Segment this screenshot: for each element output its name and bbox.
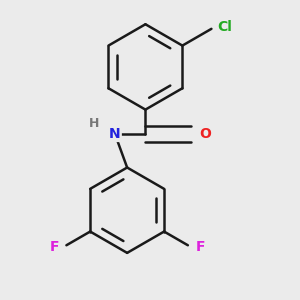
Text: H: H [88, 117, 99, 130]
Text: F: F [50, 240, 59, 254]
Text: F: F [195, 240, 205, 254]
Text: O: O [199, 127, 211, 141]
Text: N: N [109, 127, 121, 141]
Text: Cl: Cl [218, 20, 232, 34]
